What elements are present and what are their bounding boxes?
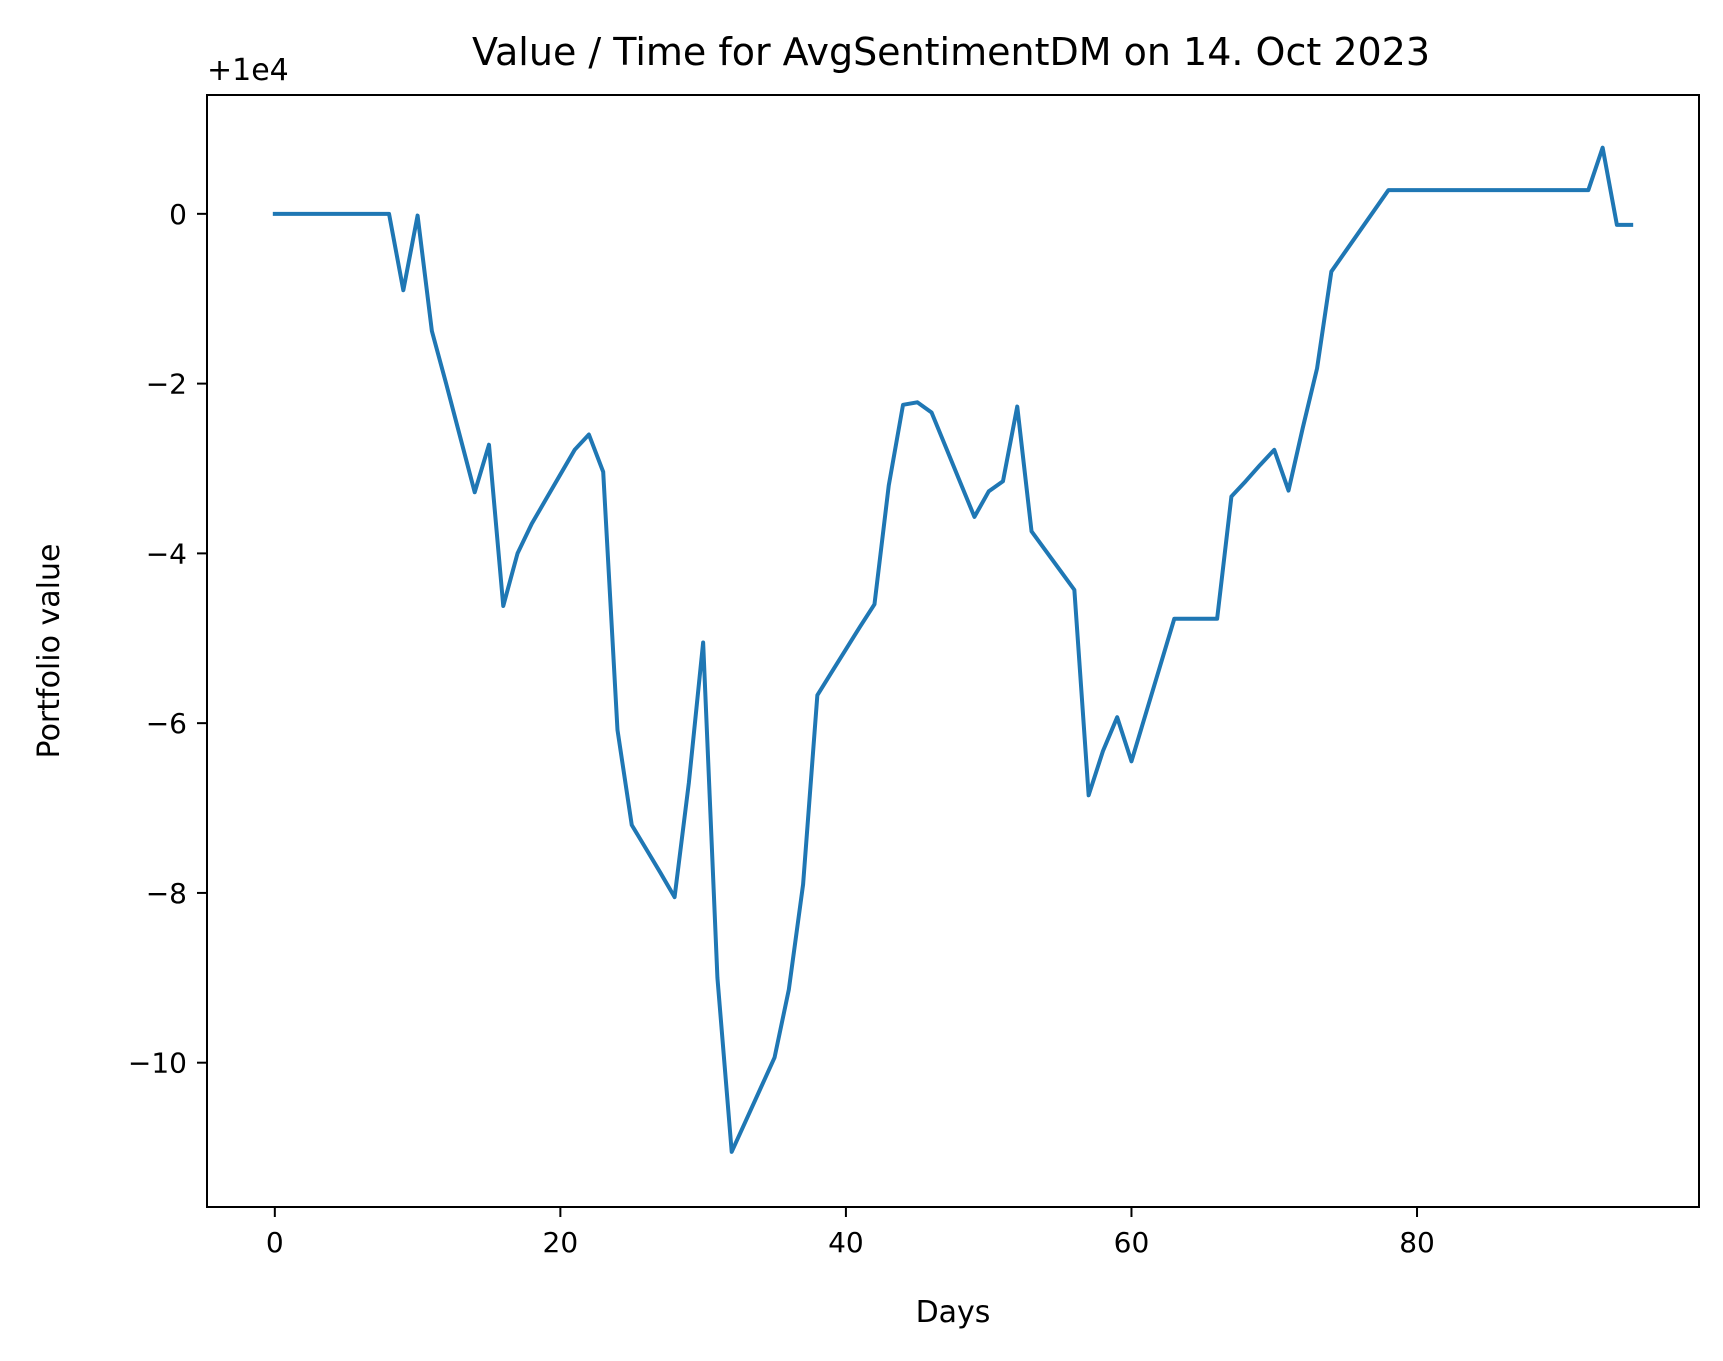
x-axis-ticks: 0 20 40 60 80 — [266, 1207, 1435, 1259]
chart-title: Value / Time for AvgSentimentDM on 14. O… — [472, 30, 1430, 74]
y-tick-label: −4 — [146, 537, 187, 570]
x-tick-label: 60 — [1114, 1226, 1150, 1259]
y-tick-label: −10 — [128, 1047, 187, 1080]
x-tick-label: 40 — [828, 1226, 864, 1259]
y-tick-label: 0 — [169, 198, 187, 231]
x-tick-label: 0 — [266, 1226, 284, 1259]
plot-area-frame — [206, 94, 1700, 1208]
series-layer — [272, 145, 1634, 1154]
y-tick-label: −6 — [146, 707, 187, 740]
y-tick-label: −8 — [146, 877, 187, 910]
x-tick-label: 20 — [543, 1226, 579, 1259]
series-line-0 — [272, 145, 1634, 1154]
x-axis-label: Days — [916, 1295, 991, 1330]
y-axis-ticks: 0 −2 −4 −6 −8 −10 — [128, 198, 207, 1080]
x-tick-label: 80 — [1399, 1226, 1435, 1259]
y-axis-offset-label: +1e4 — [207, 53, 289, 88]
y-axis-label: Portfolio value — [32, 544, 67, 759]
y-tick-label: −2 — [146, 368, 187, 401]
